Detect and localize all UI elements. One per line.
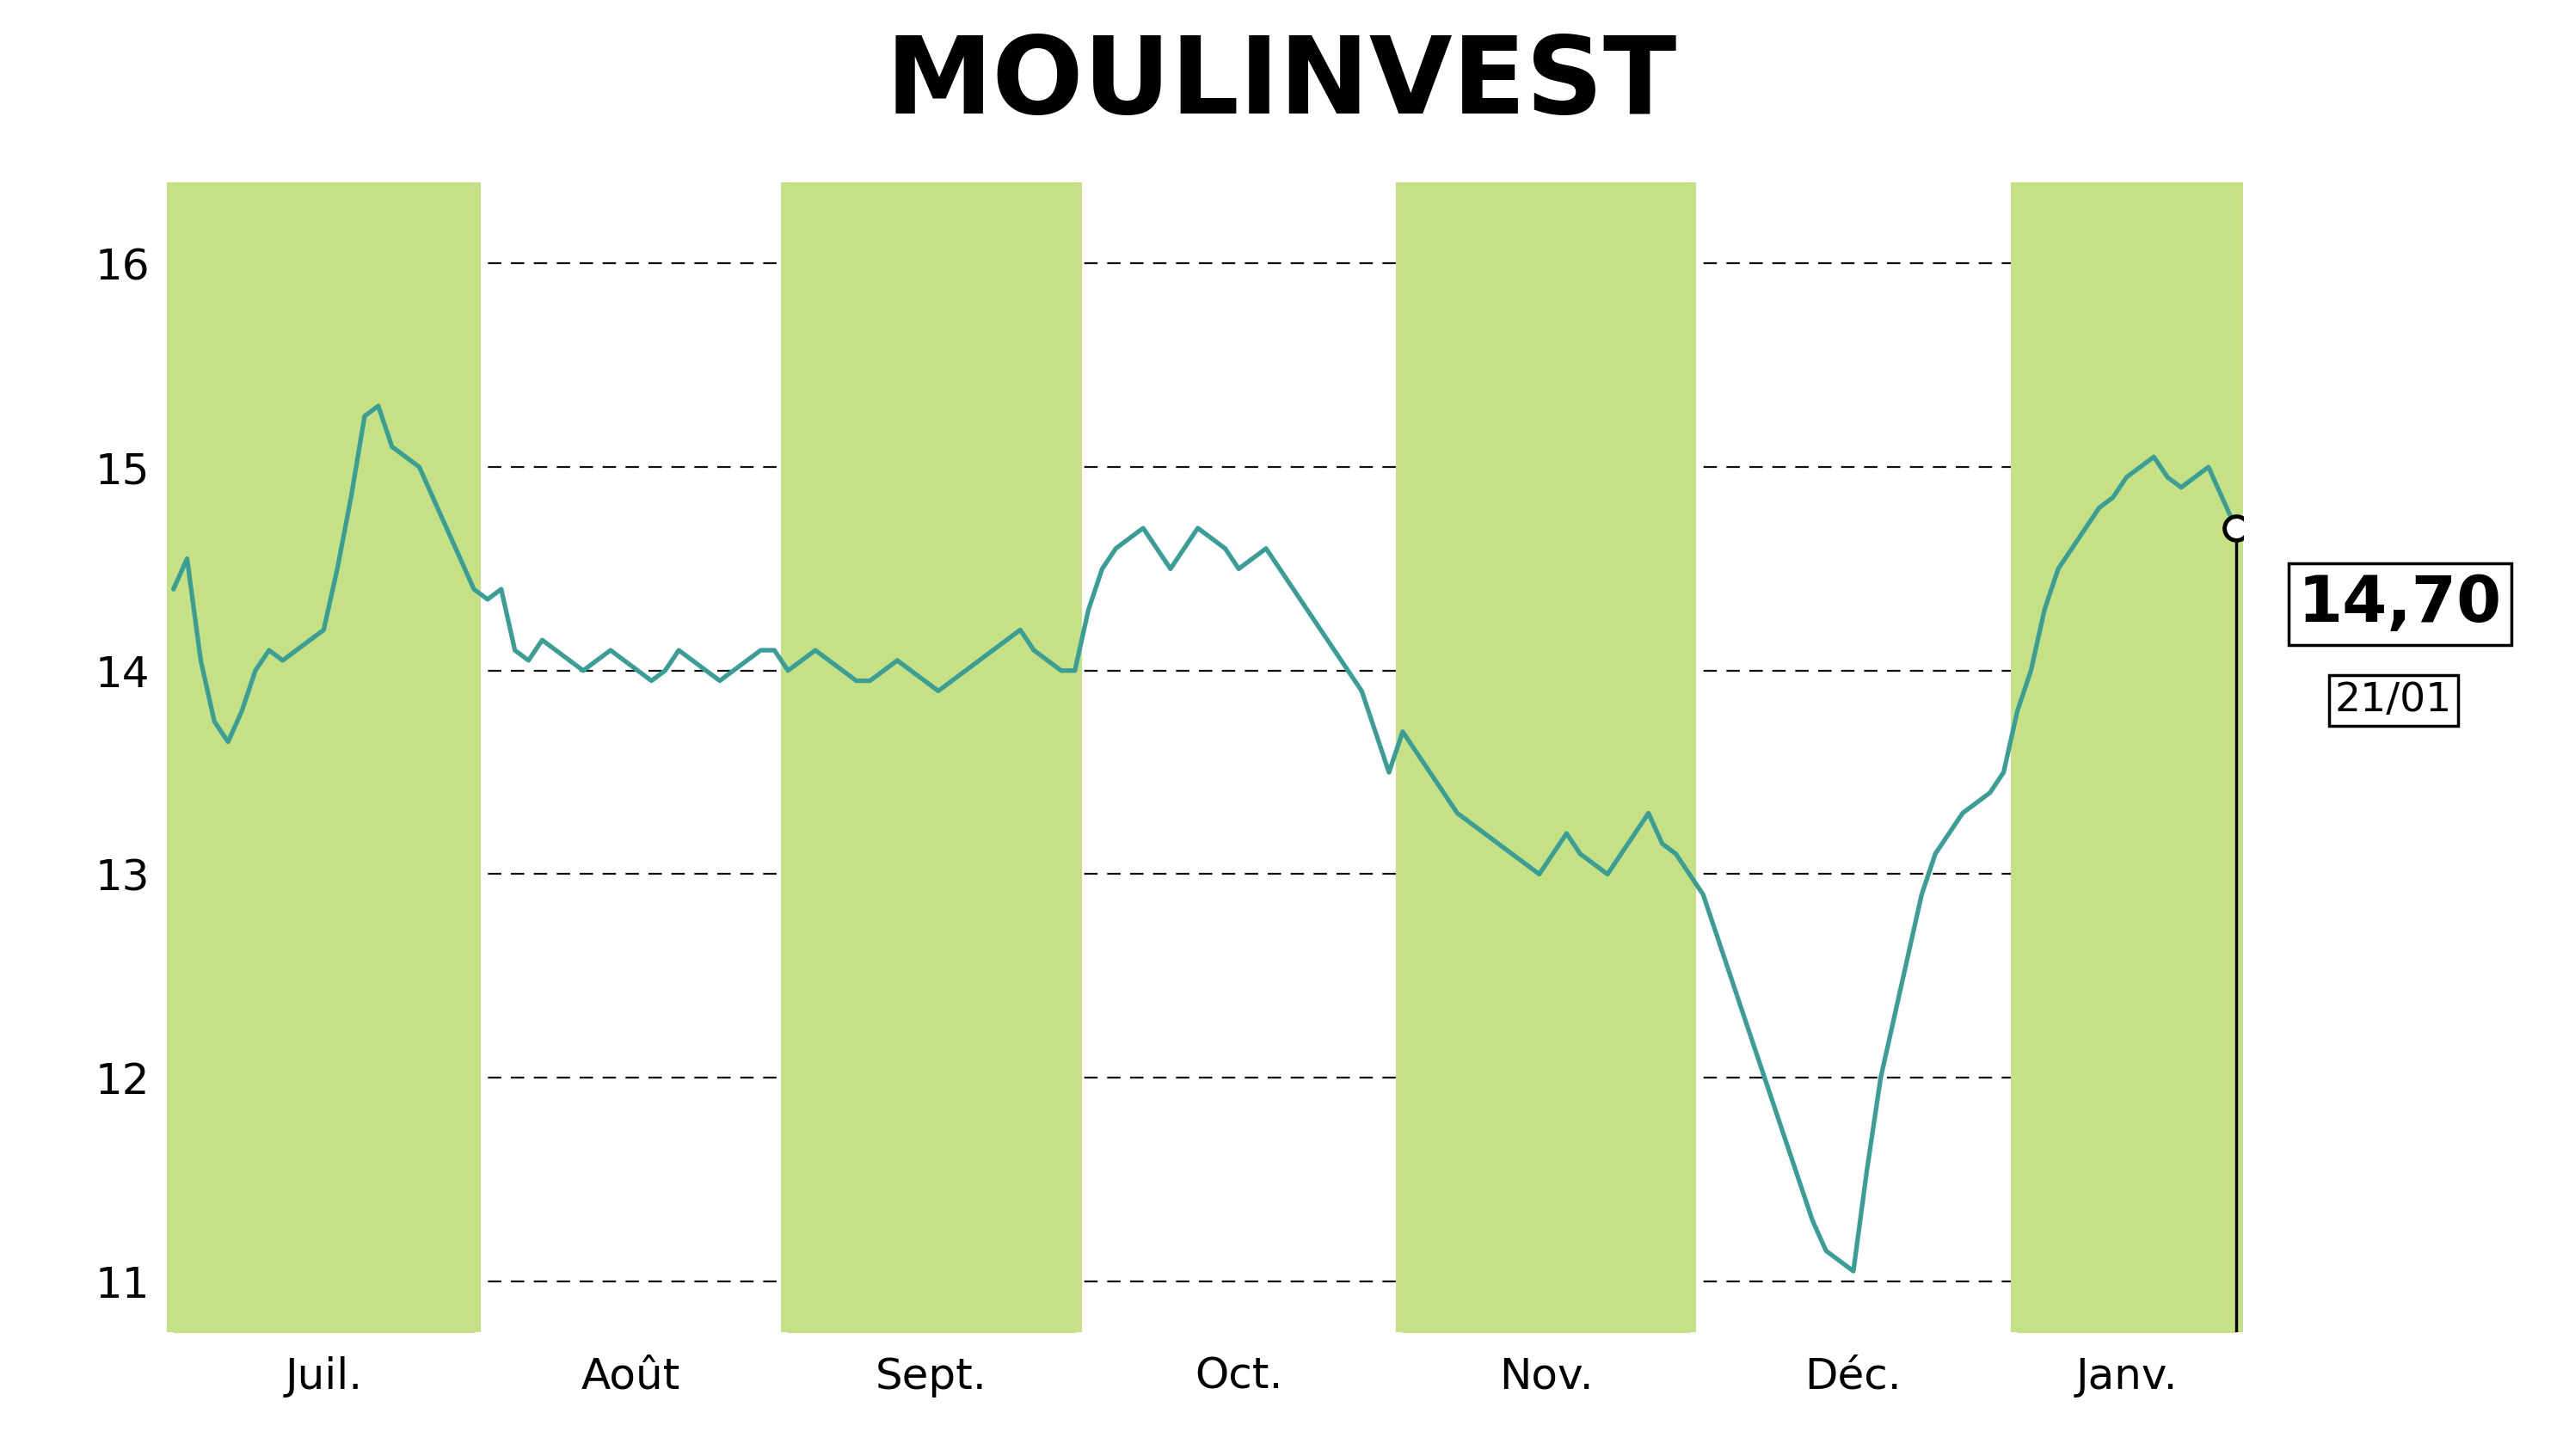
Text: MOULINVEST: MOULINVEST xyxy=(887,32,1676,135)
Text: 21/01: 21/01 xyxy=(2335,681,2453,719)
Bar xyxy=(167,182,482,1332)
Bar xyxy=(2009,182,2243,1332)
Bar xyxy=(1397,182,1697,1332)
Bar xyxy=(782,182,1082,1332)
Text: 14,70: 14,70 xyxy=(2299,572,2501,636)
